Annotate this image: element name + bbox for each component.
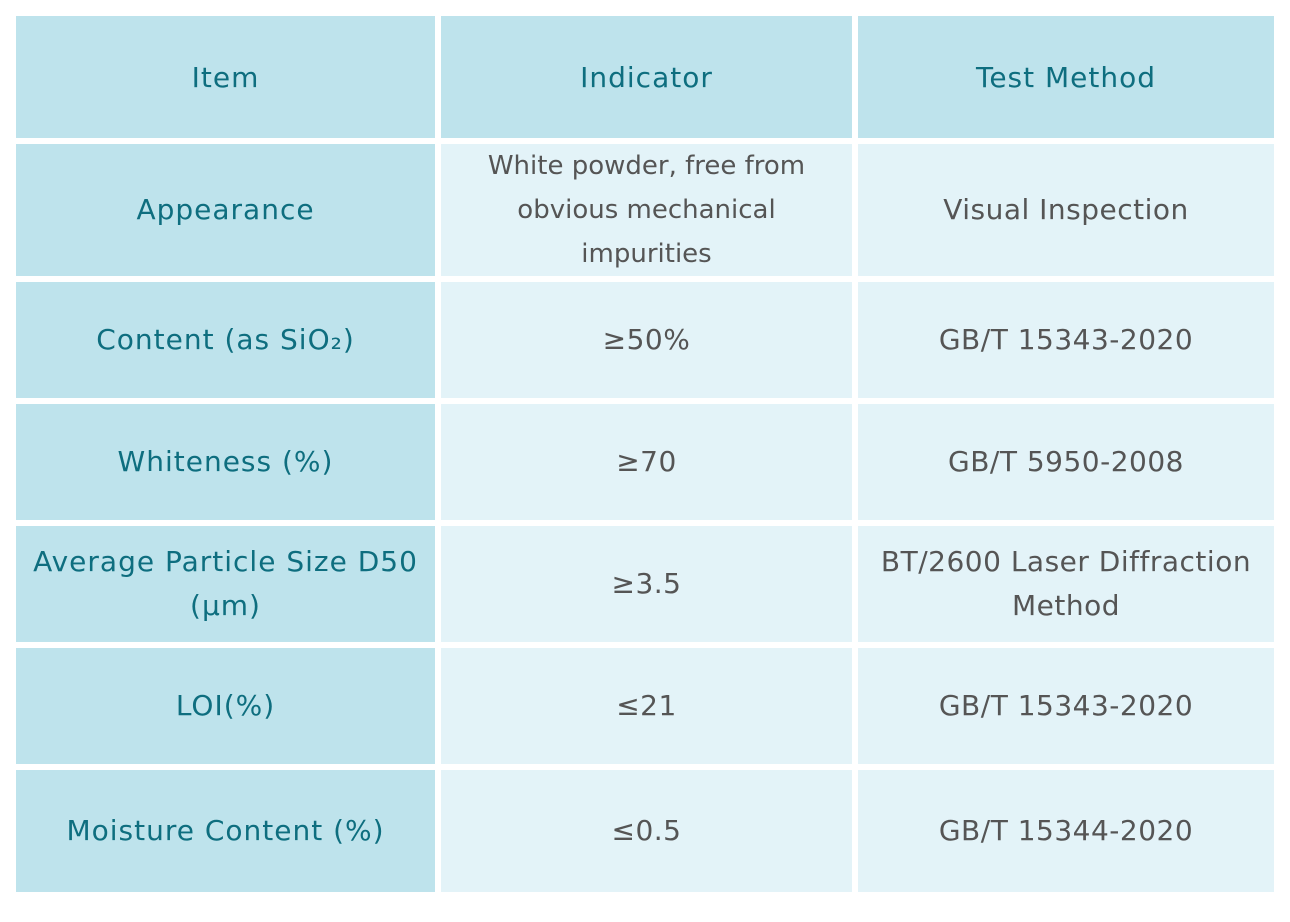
- row-indicator: ≤21: [435, 648, 858, 770]
- table-row: LOI(%) ≤21 GB/T 15343-2020: [16, 648, 1274, 770]
- row-item: Content (as SiO₂): [16, 282, 435, 404]
- row-item: Whiteness (%): [16, 404, 435, 526]
- row-indicator: ≥70: [435, 404, 858, 526]
- row-test-method: GB/T 15343-2020: [858, 282, 1274, 404]
- row-item: Average Particle Size D50 (μm): [16, 526, 435, 648]
- row-indicator: ≥50%: [435, 282, 858, 404]
- spec-table-container: Item Indicator Test Method Appearance Wh…: [16, 16, 1274, 892]
- row-test-method: Visual Inspection: [858, 144, 1274, 282]
- row-item: Moisture Content (%): [16, 770, 435, 892]
- row-test-method: GB/T 15343-2020: [858, 648, 1274, 770]
- spec-table: Item Indicator Test Method Appearance Wh…: [16, 16, 1274, 892]
- header-indicator: Indicator: [435, 16, 858, 144]
- table-row: Appearance White powder, free from obvio…: [16, 144, 1274, 282]
- row-indicator: ≤0.5: [435, 770, 858, 892]
- header-test-method: Test Method: [858, 16, 1274, 144]
- table-row: Content (as SiO₂) ≥50% GB/T 15343-2020: [16, 282, 1274, 404]
- table-row: Average Particle Size D50 (μm) ≥3.5 BT/2…: [16, 526, 1274, 648]
- row-test-method: BT/2600 Laser Diffraction Method: [858, 526, 1274, 648]
- row-test-method: GB/T 5950-2008: [858, 404, 1274, 526]
- row-item: Appearance: [16, 144, 435, 282]
- row-indicator: ≥3.5: [435, 526, 858, 648]
- row-test-method: GB/T 15344-2020: [858, 770, 1274, 892]
- table-row: Whiteness (%) ≥70 GB/T 5950-2008: [16, 404, 1274, 526]
- row-item: LOI(%): [16, 648, 435, 770]
- table-row: Moisture Content (%) ≤0.5 GB/T 15344-202…: [16, 770, 1274, 892]
- header-item: Item: [16, 16, 435, 144]
- row-indicator: White powder, free from obvious mechanic…: [435, 144, 858, 282]
- table-header-row: Item Indicator Test Method: [16, 16, 1274, 144]
